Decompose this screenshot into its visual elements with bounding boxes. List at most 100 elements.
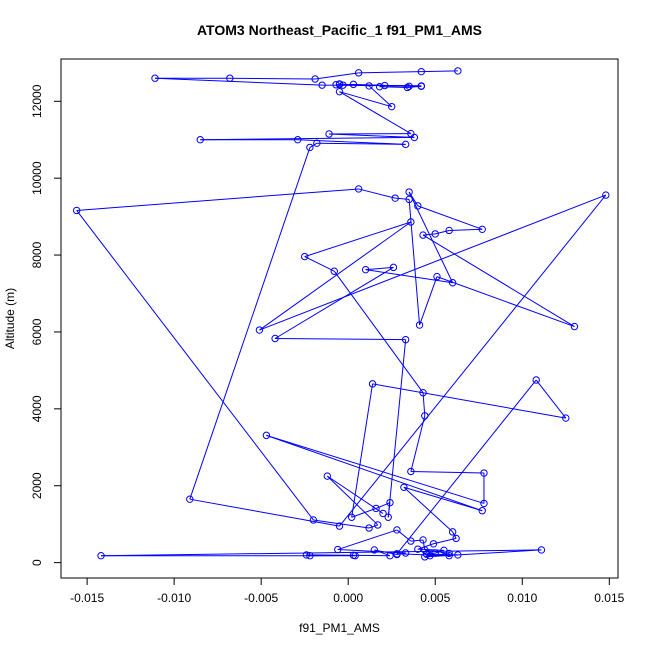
series-segment xyxy=(358,188,396,199)
data-point xyxy=(330,267,338,275)
data-point xyxy=(421,546,429,554)
data-point xyxy=(426,552,434,560)
data-point xyxy=(72,206,81,215)
series-segment xyxy=(435,229,450,235)
data-point xyxy=(433,272,441,281)
series-segment xyxy=(351,507,377,518)
series-segment xyxy=(229,77,316,80)
data-point xyxy=(478,225,486,234)
series-segment xyxy=(422,392,426,416)
series-segment xyxy=(339,91,392,108)
series-segment xyxy=(408,191,454,283)
data-point xyxy=(562,414,570,422)
data-point xyxy=(401,140,410,149)
series-segment xyxy=(436,276,575,328)
data-point xyxy=(429,540,438,548)
y-tick-label: 0 xyxy=(30,559,44,566)
data-point xyxy=(335,87,344,96)
data-point xyxy=(313,139,321,147)
series-segment xyxy=(76,210,314,521)
data-point xyxy=(407,467,415,476)
series-segment xyxy=(403,486,483,512)
series-segment xyxy=(326,475,379,526)
data-point xyxy=(419,231,427,239)
series-segment xyxy=(421,70,458,73)
series-segment xyxy=(433,537,457,545)
data-point xyxy=(448,279,457,287)
data-point xyxy=(480,499,488,508)
data-point xyxy=(407,218,415,226)
data-point xyxy=(365,524,373,532)
data-point xyxy=(480,469,488,477)
series-segment xyxy=(408,191,419,207)
y-axis-label: Altitude (m) xyxy=(3,288,17,349)
series-segment xyxy=(452,531,457,539)
data-point xyxy=(391,194,399,202)
y-tick-label: 12000 xyxy=(30,84,44,118)
data-point xyxy=(255,326,264,334)
series-segment xyxy=(422,234,575,328)
data-point xyxy=(405,188,413,196)
x-axis: -0.015 -0.010 -0.005 0.000 0.005 0.010 0.015 xyxy=(70,578,625,605)
y-tick-label: 6000 xyxy=(30,318,44,345)
series-segment xyxy=(368,524,378,529)
data-point xyxy=(417,82,426,90)
data-point xyxy=(370,546,379,554)
series-segment xyxy=(417,548,444,551)
x-tick-label: 0.015 xyxy=(594,591,624,605)
data-point xyxy=(393,526,401,534)
x-tick-label: 0.005 xyxy=(420,591,450,605)
series-segment xyxy=(101,549,542,557)
series-segment xyxy=(316,142,406,145)
data-point xyxy=(431,230,439,238)
data-point xyxy=(448,528,457,536)
series-segment xyxy=(365,269,453,284)
series-segment xyxy=(379,86,408,88)
data-point xyxy=(407,537,415,545)
data-point xyxy=(393,550,401,558)
data-point xyxy=(379,509,387,518)
series-segment xyxy=(417,205,483,230)
data-point xyxy=(335,522,344,530)
data-point xyxy=(419,536,427,544)
series-segment xyxy=(408,199,421,326)
data-point xyxy=(97,552,105,560)
series-segment xyxy=(339,91,412,135)
data-point xyxy=(386,498,394,507)
chart-title: ATOM3 Northeast_Pacific_1 f91_PM1_AMS xyxy=(197,22,482,38)
data-point xyxy=(445,552,453,560)
series-segment xyxy=(396,379,537,555)
series-segment xyxy=(329,133,415,138)
series-segment xyxy=(327,475,384,514)
data-point xyxy=(271,334,279,343)
series-segment xyxy=(259,221,412,331)
data-point xyxy=(421,412,429,420)
x-tick-label: -0.015 xyxy=(70,591,104,605)
y-tick-label: 2000 xyxy=(30,472,44,499)
series-segment xyxy=(304,221,412,258)
data-point xyxy=(375,82,384,91)
data-point xyxy=(347,513,356,521)
data-point xyxy=(354,185,363,193)
data-point xyxy=(386,552,394,560)
x-tick-label: -0.005 xyxy=(244,591,278,605)
x-tick-label: -0.010 xyxy=(157,591,191,605)
series-segment xyxy=(154,77,323,86)
data-point xyxy=(570,322,579,331)
data-point xyxy=(196,136,204,144)
data-point xyxy=(323,472,332,480)
series-lines xyxy=(76,70,607,558)
series-segment xyxy=(274,266,394,339)
data-point xyxy=(374,521,382,529)
data-point xyxy=(417,67,426,76)
data-point xyxy=(602,191,610,199)
series-segment xyxy=(339,194,607,527)
data-point xyxy=(400,483,408,491)
data-point xyxy=(354,69,363,77)
data-point xyxy=(302,551,311,559)
y-tick-label: 4000 xyxy=(30,395,44,422)
series-segment xyxy=(189,147,311,500)
data-point xyxy=(300,252,309,261)
data-point xyxy=(349,551,358,560)
series-segment xyxy=(259,194,606,331)
